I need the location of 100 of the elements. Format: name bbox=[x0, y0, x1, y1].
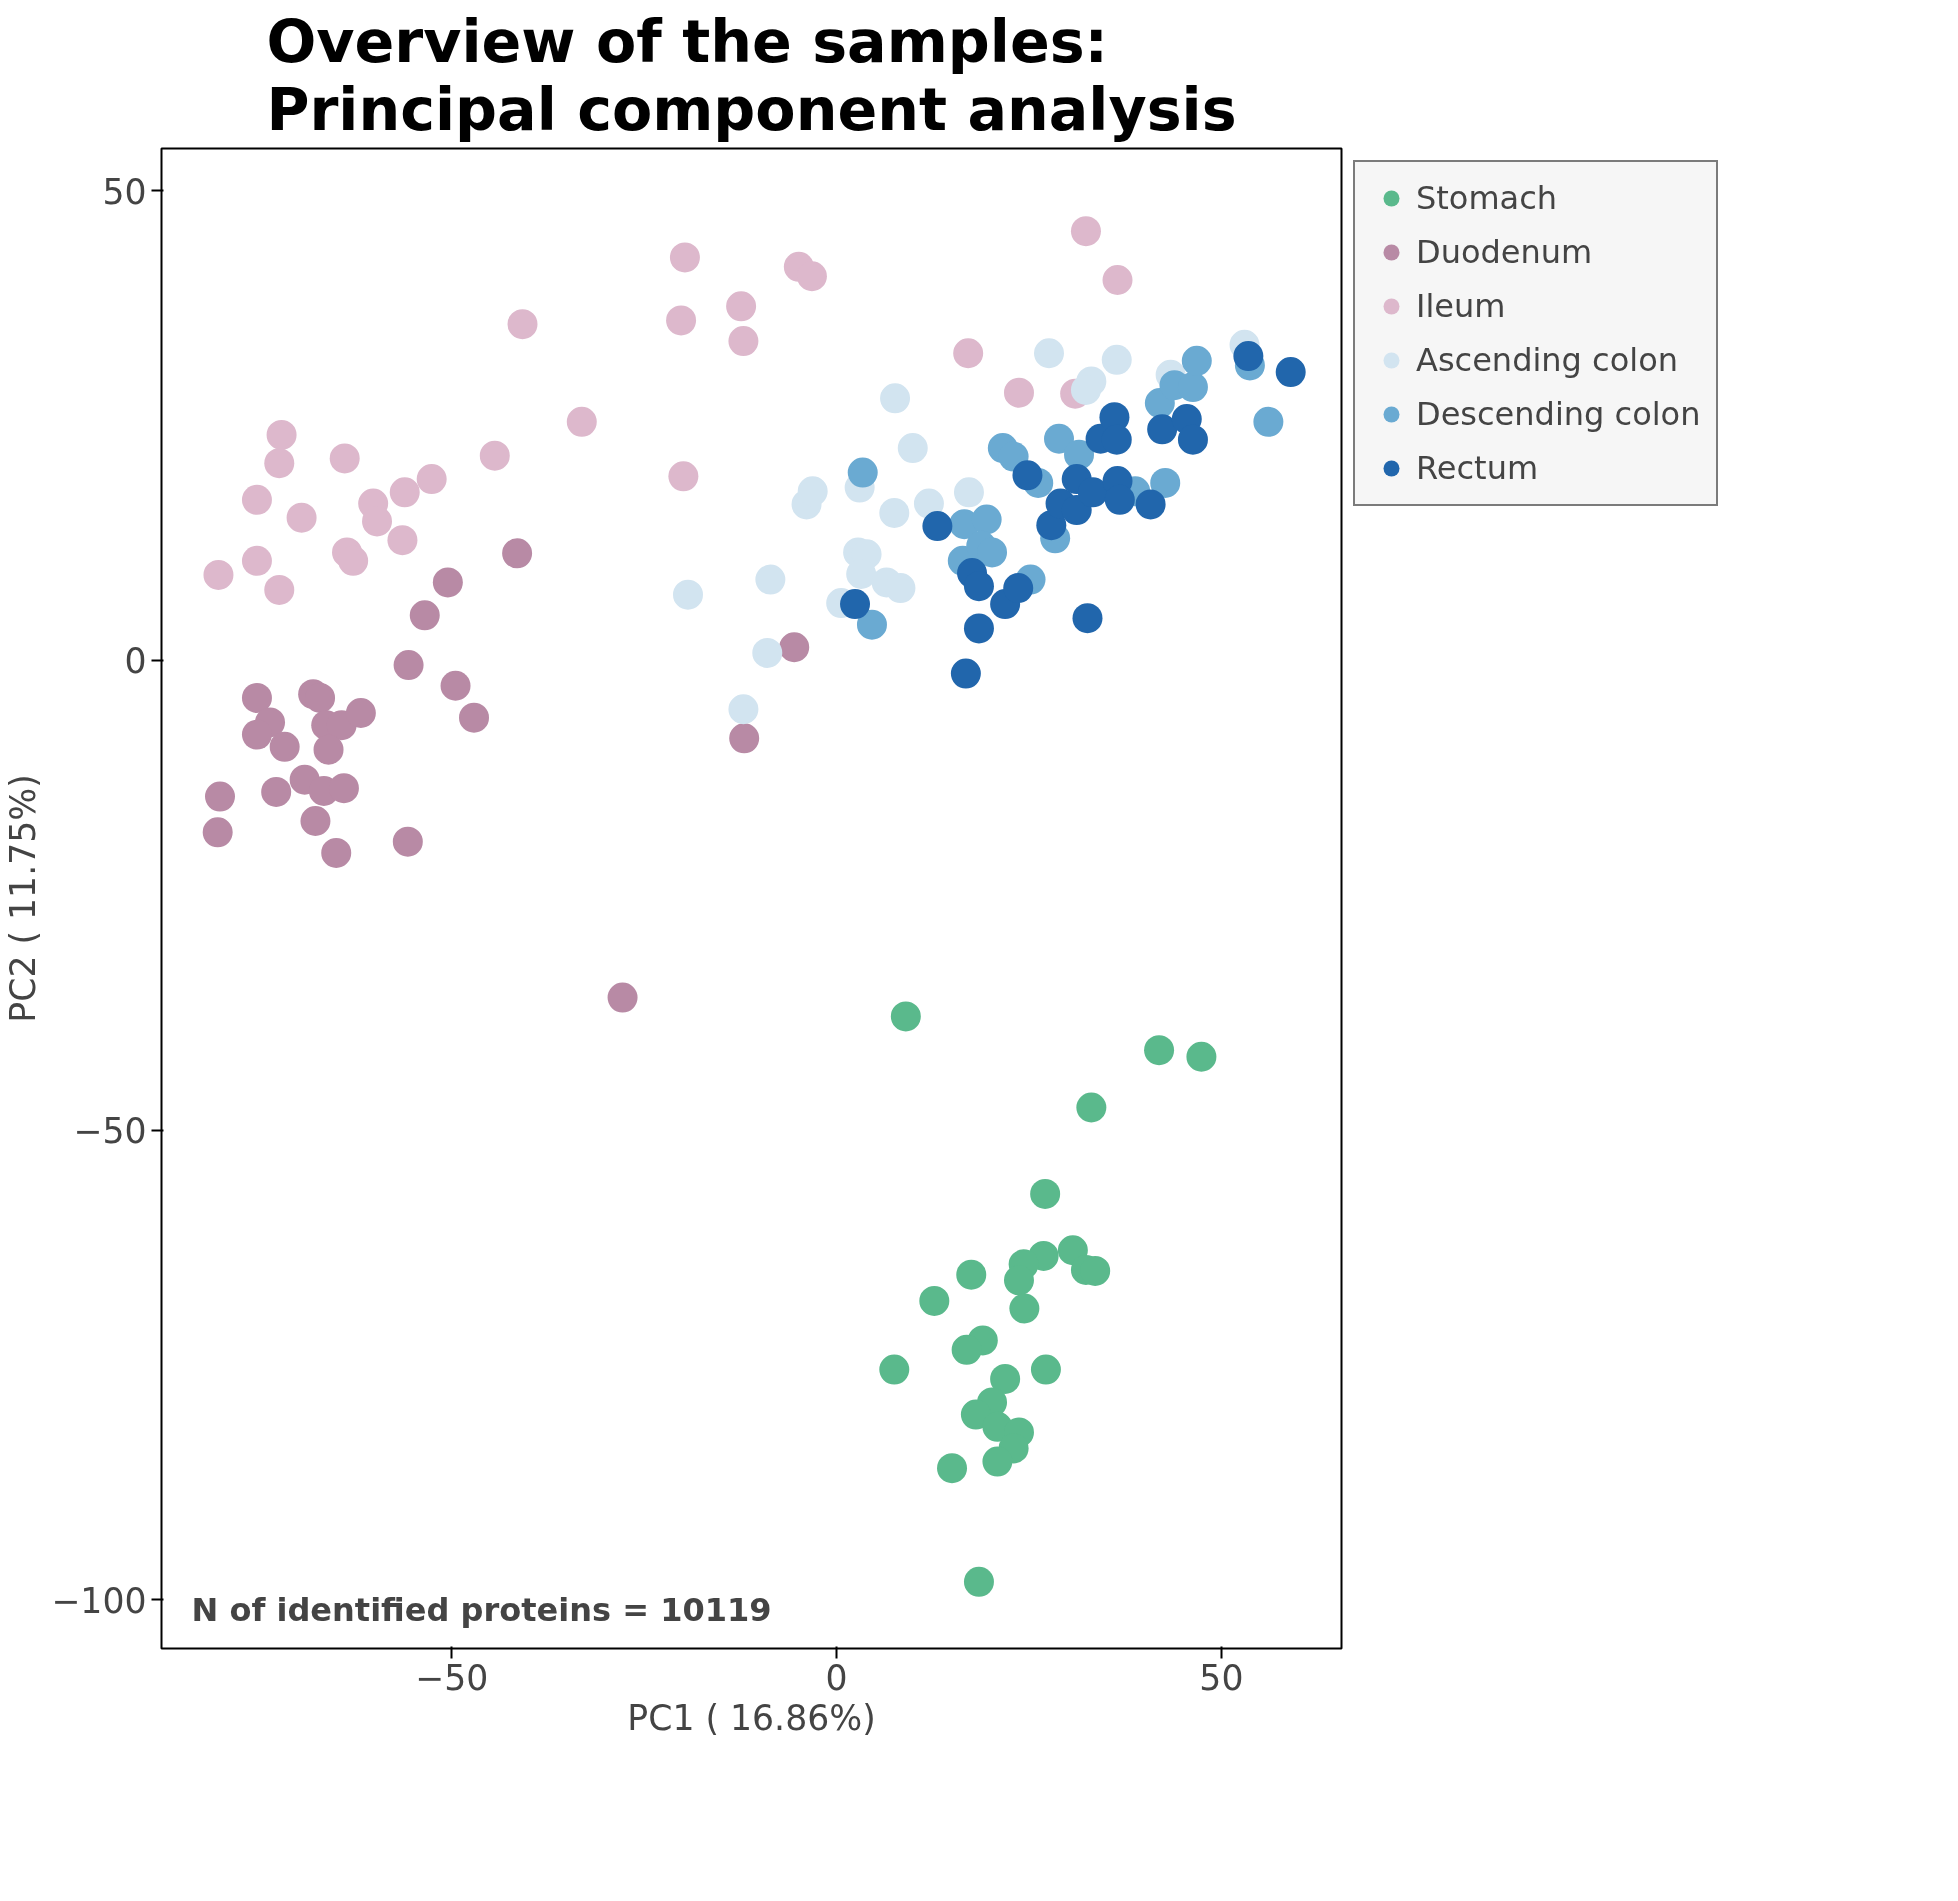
point bbox=[919, 1286, 950, 1316]
point bbox=[1135, 489, 1166, 520]
point bbox=[797, 476, 828, 507]
point bbox=[1150, 467, 1181, 498]
point bbox=[241, 484, 272, 515]
point bbox=[459, 702, 490, 733]
point bbox=[879, 1354, 910, 1385]
point bbox=[329, 443, 360, 474]
point bbox=[1044, 423, 1075, 454]
point bbox=[502, 538, 533, 569]
point bbox=[796, 261, 827, 292]
point bbox=[669, 242, 700, 273]
point bbox=[1012, 460, 1043, 491]
point bbox=[1101, 344, 1132, 375]
legend-label: Stomach bbox=[1416, 179, 1558, 217]
point bbox=[726, 291, 757, 322]
point bbox=[409, 600, 440, 631]
point bbox=[440, 670, 471, 701]
point bbox=[779, 632, 810, 663]
point bbox=[507, 309, 538, 340]
point bbox=[300, 806, 331, 836]
point bbox=[755, 564, 786, 595]
point bbox=[387, 525, 418, 556]
point bbox=[1275, 357, 1306, 388]
point bbox=[264, 574, 295, 605]
point bbox=[203, 559, 234, 590]
point bbox=[847, 457, 878, 488]
annotation: N of identified proteins = 10119 bbox=[191, 1590, 772, 1629]
point bbox=[286, 502, 317, 533]
point bbox=[432, 567, 463, 598]
point bbox=[1253, 406, 1284, 437]
point bbox=[1076, 1092, 1107, 1123]
point bbox=[668, 461, 699, 492]
chart-title: Overview of the samples: Principal component analysis bbox=[266, 7, 1237, 144]
legend-label: Ileum bbox=[1416, 287, 1506, 325]
point bbox=[566, 406, 597, 437]
point bbox=[880, 383, 911, 414]
point bbox=[202, 817, 233, 848]
point bbox=[971, 504, 1002, 535]
point bbox=[1034, 338, 1064, 369]
legend-label: Descending colon bbox=[1416, 395, 1701, 433]
point bbox=[392, 826, 423, 857]
point bbox=[393, 650, 424, 681]
point bbox=[879, 497, 910, 528]
point bbox=[890, 1001, 921, 1032]
point bbox=[956, 1259, 987, 1290]
point bbox=[728, 694, 759, 725]
point bbox=[953, 477, 984, 508]
point bbox=[982, 1446, 1013, 1477]
point bbox=[345, 698, 376, 728]
point bbox=[1003, 573, 1034, 604]
point bbox=[856, 609, 887, 640]
legend-label: Duodenum bbox=[1416, 233, 1593, 271]
point bbox=[479, 440, 510, 471]
point bbox=[264, 448, 295, 479]
point bbox=[977, 537, 1008, 568]
point bbox=[1009, 1293, 1040, 1324]
point bbox=[1030, 1354, 1061, 1385]
point bbox=[953, 338, 984, 369]
point bbox=[241, 719, 272, 750]
point bbox=[205, 781, 235, 812]
point bbox=[1186, 1041, 1217, 1072]
point bbox=[752, 637, 783, 668]
point bbox=[261, 776, 292, 807]
point bbox=[963, 571, 994, 602]
point bbox=[1072, 603, 1103, 634]
point bbox=[922, 511, 953, 542]
point bbox=[1070, 216, 1101, 247]
point bbox=[241, 545, 272, 576]
point bbox=[1003, 1265, 1034, 1296]
point bbox=[950, 658, 981, 689]
point bbox=[728, 326, 759, 357]
point bbox=[1181, 345, 1212, 376]
point bbox=[963, 1566, 994, 1597]
point bbox=[840, 589, 871, 620]
point bbox=[389, 477, 420, 508]
point bbox=[416, 464, 447, 495]
legend-label: Ascending colon bbox=[1416, 341, 1679, 379]
point bbox=[1144, 1035, 1175, 1066]
point bbox=[951, 1334, 982, 1365]
point bbox=[266, 420, 297, 450]
point bbox=[897, 433, 928, 464]
y-tick-label: 50 bbox=[102, 171, 147, 212]
point bbox=[937, 1453, 968, 1484]
point bbox=[607, 982, 638, 1013]
point bbox=[990, 1363, 1021, 1394]
point bbox=[321, 837, 352, 868]
point bbox=[1077, 477, 1108, 508]
point bbox=[673, 579, 703, 610]
point bbox=[1003, 377, 1034, 408]
x-tick-label: −50 bbox=[415, 1657, 489, 1698]
y-axis-title: PC2 ( 11.75%) bbox=[3, 774, 44, 1023]
point bbox=[1233, 341, 1264, 372]
point bbox=[241, 683, 272, 713]
x-axis-title: PC1 ( 16.86%) bbox=[627, 1697, 876, 1738]
point bbox=[1030, 1178, 1061, 1209]
point bbox=[963, 613, 994, 644]
point bbox=[338, 545, 369, 576]
y-tick-label: −100 bbox=[51, 1580, 147, 1621]
point bbox=[729, 723, 760, 754]
